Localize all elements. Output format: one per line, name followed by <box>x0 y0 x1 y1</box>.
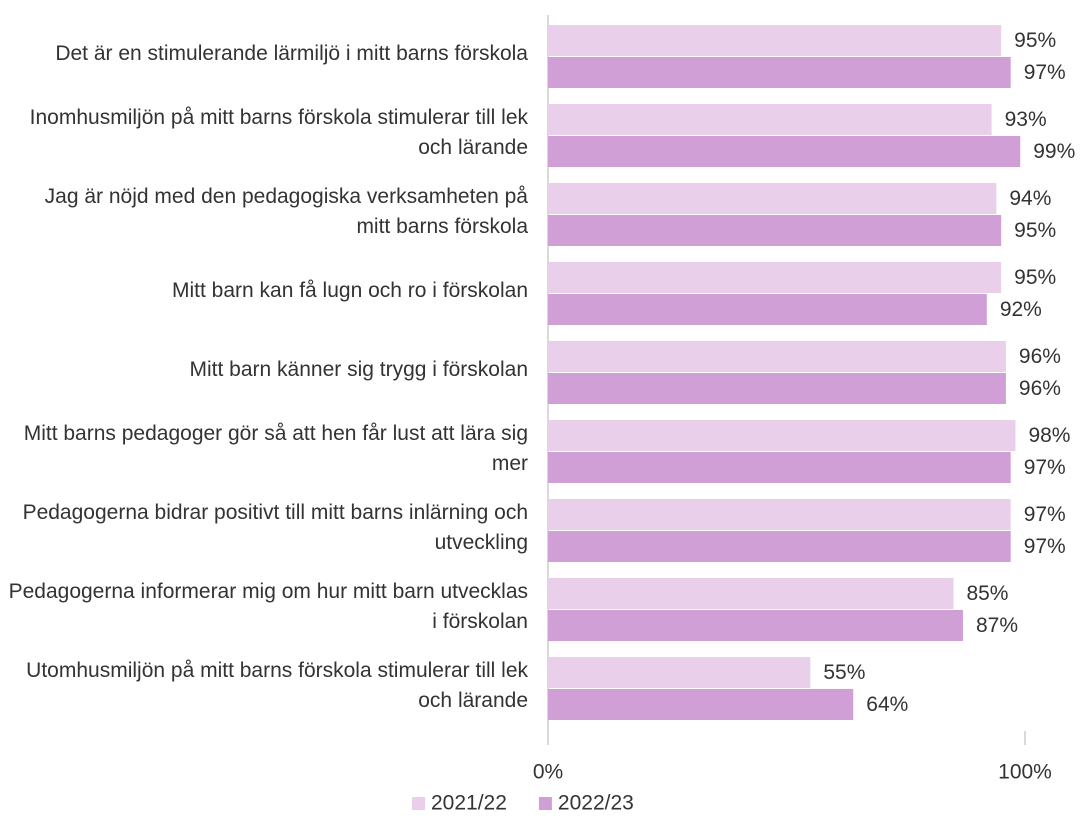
bar <box>548 25 1002 56</box>
value-label: 97% <box>1024 503 1066 526</box>
bar <box>548 531 1011 562</box>
legend-swatch <box>538 797 552 810</box>
bar <box>548 215 1002 246</box>
category-label: Jag är nöjd med den pedagogiska verksamh… <box>44 184 528 238</box>
bar <box>548 373 1006 404</box>
bar <box>548 183 997 214</box>
bar <box>548 104 992 135</box>
bar <box>548 499 1011 530</box>
category-label: Pedagogerna bidrar positivt till mitt ba… <box>22 500 528 554</box>
bar <box>548 136 1021 167</box>
x-tick-label: 100% <box>998 761 1052 784</box>
value-label: 93% <box>1005 108 1047 131</box>
category-label: Inomhusmiljön på mitt barns förskola sti… <box>29 105 528 159</box>
category-label: Utomhusmiljön på mitt barns förskola sti… <box>26 658 528 712</box>
bar <box>548 420 1016 451</box>
legend-label: 2021/22 <box>431 792 507 815</box>
value-label: 97% <box>1024 535 1066 558</box>
value-label: 97% <box>1024 456 1066 479</box>
bar <box>548 657 811 688</box>
value-label: 96% <box>1019 345 1061 368</box>
value-label: 95% <box>1014 219 1056 242</box>
bar <box>548 294 987 325</box>
value-label: 87% <box>976 614 1018 637</box>
category-label: Det är en stimulerande lärmiljö i mitt b… <box>55 41 528 65</box>
legend-swatch <box>412 797 425 810</box>
value-label: 55% <box>823 661 865 684</box>
bar <box>548 610 963 641</box>
value-label: 92% <box>1000 298 1042 321</box>
value-label: 98% <box>1028 424 1070 447</box>
category-label: Pedagogerna informerar mig om hur mitt b… <box>8 579 528 633</box>
value-label: 99% <box>1033 140 1075 163</box>
category-label: Mitt barn känner sig trygg i förskolan <box>189 357 528 381</box>
category-label: Mitt barns pedagoger gör så att hen får … <box>23 421 528 475</box>
value-label: 64% <box>866 693 908 716</box>
bar <box>548 341 1006 372</box>
category-label: Mitt barn kan få lugn och ro i förskolan <box>171 278 528 302</box>
bar <box>548 262 1002 293</box>
value-label: 97% <box>1024 61 1066 84</box>
value-label: 95% <box>1014 266 1056 289</box>
value-label: 95% <box>1014 29 1056 52</box>
bar <box>548 452 1011 483</box>
value-label: 85% <box>966 582 1008 605</box>
value-label: 96% <box>1019 377 1061 400</box>
bar <box>548 57 1011 88</box>
bar <box>548 689 854 720</box>
bar <box>548 578 954 609</box>
x-tick-label: 0% <box>533 761 563 784</box>
legend-label: 2022/23 <box>558 792 634 815</box>
value-label: 94% <box>1009 187 1051 210</box>
